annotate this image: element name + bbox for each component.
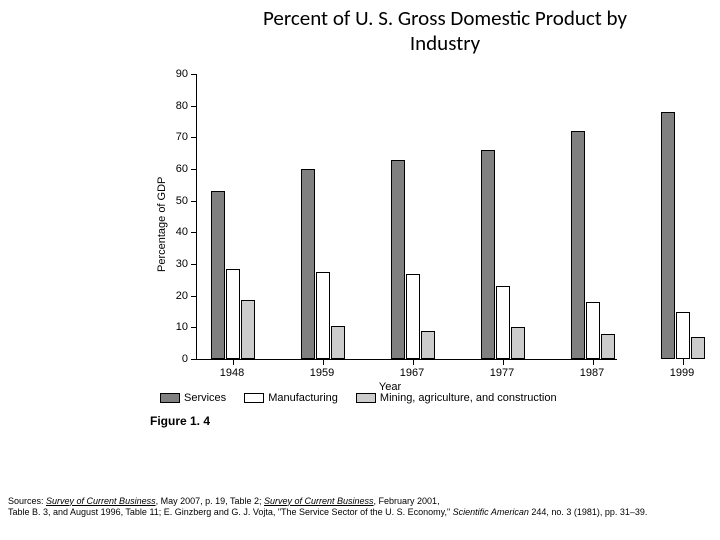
figure-label: Figure 1. 4 [150, 414, 210, 428]
bar [331, 326, 345, 359]
x-tick-label: 1948 [220, 367, 244, 379]
bar [316, 272, 330, 359]
y-tick-label: 80 [150, 100, 188, 112]
slide: Percent of U. S. Gross Domestic Product … [0, 0, 720, 540]
y-tick-label: 0 [150, 353, 188, 365]
bar [391, 160, 405, 360]
bar [301, 169, 315, 359]
sources: Sources: Survey of Current Business, May… [8, 496, 712, 519]
y-tick-label: 90 [150, 68, 188, 80]
chart-stage: 0102030405060708090 19481959196719771987… [150, 74, 630, 404]
x-tick-label: 1999 [670, 367, 694, 379]
y-tick-label: 10 [150, 321, 188, 333]
bar [676, 312, 690, 360]
legend-label: Manufacturing [268, 392, 338, 404]
bar [601, 334, 615, 359]
legend-label: Mining, agriculture, and construction [380, 392, 557, 404]
bar [421, 331, 435, 360]
legend-label: Services [184, 392, 226, 404]
x-tick-label: 1977 [490, 367, 514, 379]
bar [241, 300, 255, 359]
y-tick-label: 70 [150, 131, 188, 143]
legend-item: Mining, agriculture, and construction [356, 392, 557, 404]
bar [481, 150, 495, 359]
x-tick-label: 1967 [400, 367, 424, 379]
y-axis-title: Percentage of GDP [156, 176, 168, 271]
plot-area [196, 74, 617, 360]
bar [571, 131, 585, 359]
y-tick-label: 60 [150, 163, 188, 175]
x-tick-label: 1959 [310, 367, 334, 379]
sources-cite-1: Survey of Current Business [46, 496, 156, 506]
sources-text-1: , May 2007, p. 19, Table 2; [156, 496, 264, 506]
sources-text-4: 244, no. 3 (1981), pp. 31–39. [531, 507, 647, 517]
chart: 0102030405060708090 19481959196719771987… [150, 74, 630, 404]
bar [661, 112, 675, 359]
sources-prefix: Sources: [8, 496, 46, 506]
page-title: Percent of U. S. Gross Domestic Product … [260, 6, 630, 56]
bar [496, 286, 510, 359]
sources-cite-3: Scientific American [453, 507, 532, 517]
bar [211, 191, 225, 359]
legend-swatch [356, 393, 376, 403]
legend-swatch [244, 393, 264, 403]
legend-item: Services [160, 392, 226, 404]
bar [586, 302, 600, 359]
bar [691, 337, 705, 359]
y-tick-label: 20 [150, 290, 188, 302]
bar [511, 327, 525, 359]
legend: Services Manufacturing Mining, agriculture… [160, 392, 557, 404]
legend-item: Manufacturing [244, 392, 338, 404]
sources-text-3: Table B. 3, and August 1996, Table 11; E… [8, 507, 453, 517]
legend-swatch [160, 393, 180, 403]
sources-text-2: , February 2001, [374, 496, 440, 506]
sources-cite-2: Survey of Current Business [264, 496, 374, 506]
bar [406, 274, 420, 360]
x-tick-label: 1987 [580, 367, 604, 379]
bar [226, 269, 240, 359]
